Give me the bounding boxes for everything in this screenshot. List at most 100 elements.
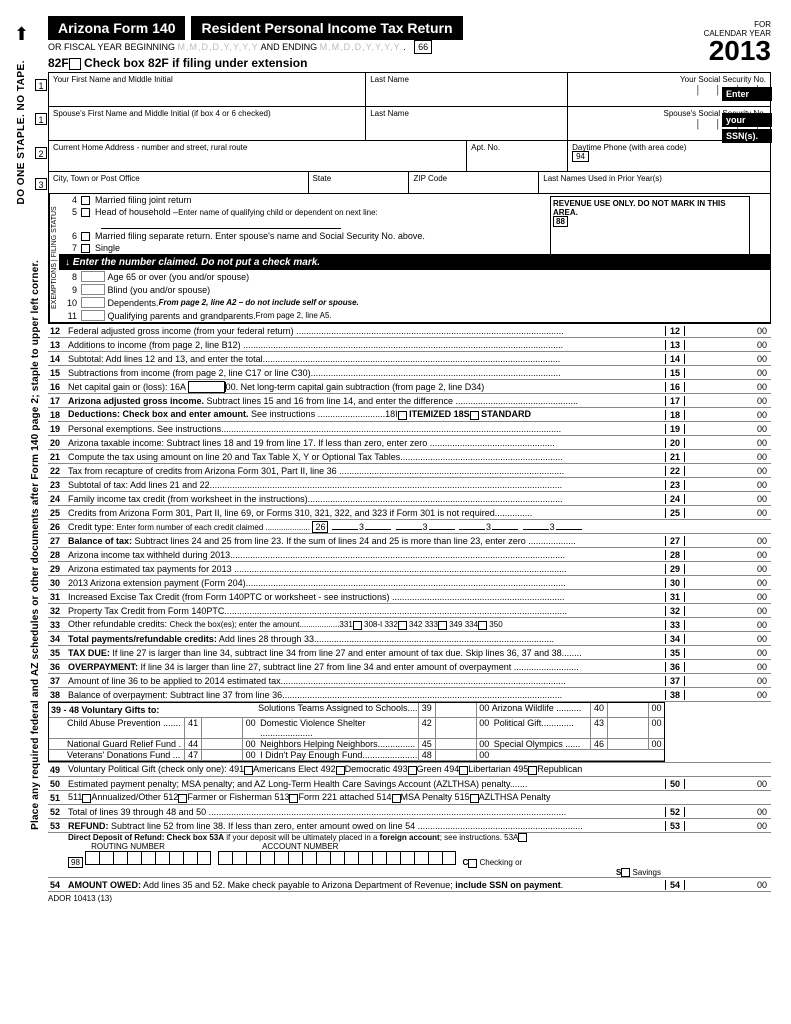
- line-num-25: 25: [48, 508, 68, 518]
- line-num-26: 26: [48, 522, 68, 532]
- line-num-29: 29: [48, 564, 68, 574]
- line-rnum-13: 13: [665, 340, 685, 350]
- line-num-28: 28: [48, 550, 68, 560]
- line-rnum-33: 33: [665, 620, 685, 630]
- line-text-53: REFUND: Subtract line 52 from line 38. I…: [68, 821, 665, 831]
- checkbox-82f[interactable]: [69, 58, 81, 70]
- form-footer: ADOR 10413 (13): [48, 894, 771, 903]
- line-text-23: Subtotal of tax: Add lines 21 and 22....…: [68, 480, 665, 490]
- line-num-15: 15: [48, 368, 68, 378]
- line-cents-53: 00: [753, 821, 771, 831]
- line-rnum-27: 27: [665, 536, 685, 546]
- line-cents-38: 00: [753, 690, 771, 700]
- line-num-50: 50: [48, 779, 68, 789]
- fiscal-date-2: M,M,D,D,Y,Y,Y,Y: [320, 42, 401, 52]
- line-rnum-35: 35: [665, 648, 685, 658]
- fs-5a: Head of household –: [95, 207, 178, 217]
- sp-fn-label: Spouse's First Name and Middle Initial (…: [53, 109, 271, 118]
- line-rnum-21: 21: [665, 452, 685, 462]
- checkbox-4[interactable]: [81, 196, 90, 205]
- line-text-31: Increased Excise Tax Credit (from Form 1…: [68, 592, 665, 602]
- line-num-17: 17: [48, 396, 68, 406]
- line-text-26: Credit type: Enter form number of each c…: [68, 522, 665, 532]
- line-cents-20: 00: [753, 438, 771, 448]
- sp-ln-label: Last Name: [370, 109, 409, 118]
- checkbox-7[interactable]: [81, 244, 90, 253]
- line-rnum-20: 20: [665, 438, 685, 448]
- vol-gifts-header: 39 - 48 Voluntary Gifts to:: [49, 703, 258, 717]
- line-num-37: 37: [48, 676, 68, 686]
- line-text-35: TAX DUE: If line 27 is larger than line …: [68, 648, 665, 658]
- line-rnum-19: 19: [665, 424, 685, 434]
- ln-label: Last Name: [370, 75, 409, 84]
- fiscal-date-1: M,M,D,D,Y,Y,Y,Y: [178, 42, 259, 52]
- line-cents-33: 00: [753, 620, 771, 630]
- line-num-35: 35: [48, 648, 68, 658]
- account-number-input[interactable]: [218, 851, 456, 865]
- line-text-49: Voluntary Political Gift (check only one…: [68, 764, 665, 774]
- line-cents-15: 00: [753, 368, 771, 378]
- line-rnum-22: 22: [665, 466, 685, 476]
- line-rnum-17: 17: [665, 396, 685, 406]
- enter-label: Enter: [722, 87, 772, 101]
- line-cents-32: 00: [753, 606, 771, 616]
- line-num-32: 32: [48, 606, 68, 616]
- line-rnum-36: 36: [665, 662, 685, 672]
- line-text-19: Personal exemptions. See instructions...…: [68, 424, 665, 434]
- rev-use-label: REVENUE USE ONLY. DO NOT MARK IN THIS AR…: [553, 199, 726, 217]
- line-rnum-38: 38: [665, 690, 685, 700]
- line-text-18: Deductions: Check box and enter amount. …: [68, 409, 665, 419]
- line-cents-28: 00: [753, 550, 771, 560]
- line-cents-24: 00: [753, 494, 771, 504]
- rcvd-label: RCVD: [639, 256, 662, 265]
- line-text-20: Arizona taxable income: Subtract lines 1…: [68, 438, 665, 448]
- line-num-22: 22: [48, 466, 68, 476]
- line-cents-14: 00: [753, 354, 771, 364]
- line-rnum-34: 34: [665, 634, 685, 644]
- for-label: FOR: [704, 20, 771, 29]
- phone-prefix: 94: [572, 151, 589, 162]
- fs-9: Blind (you and/or spouse): [108, 285, 211, 295]
- fs-8: Age 65 or over (you and/or spouse): [108, 272, 250, 282]
- line-rnum-50: 50: [665, 779, 685, 789]
- line-num-23: 23: [48, 480, 68, 490]
- line-cents-54: 00: [753, 880, 771, 890]
- exempt-8-input[interactable]: [81, 271, 105, 282]
- line-cents-50: 00: [753, 779, 771, 789]
- line-cents-12: 00: [753, 326, 771, 336]
- direct-deposit-block: Direct Deposit of Refund: Check box 53A …: [68, 833, 665, 877]
- line-num-34: 34: [48, 634, 68, 644]
- line-rnum-28: 28: [665, 550, 685, 560]
- routing-number-input[interactable]: [85, 851, 211, 865]
- line-num-52: 52: [48, 807, 68, 817]
- line-num-49: 49: [48, 765, 68, 775]
- line-cents-29: 00: [753, 564, 771, 574]
- line-text-27: Balance of tax: Subtract lines 24 and 25…: [68, 536, 665, 546]
- line-rnum-37: 37: [665, 676, 685, 686]
- line-text-36: OVERPAYMENT: If line 34 is larger than l…: [68, 662, 665, 672]
- line-cents-36: 00: [753, 662, 771, 672]
- hoh-line[interactable]: [101, 219, 341, 229]
- checkbox-6[interactable]: [81, 232, 90, 241]
- line-cents-30: 00: [753, 578, 771, 588]
- addr-label: Current Home Address - number and street…: [53, 143, 247, 152]
- voluntary-gifts-block: 39 - 48 Voluntary Gifts to: Solutions Te…: [48, 702, 665, 762]
- checkbox-5[interactable]: [81, 208, 90, 217]
- exempt-10-input[interactable]: [81, 297, 105, 308]
- apt-label: Apt. No.: [471, 143, 500, 152]
- line-cents-17: 00: [753, 396, 771, 406]
- line-text-25: Credits from Arizona Form 301, Part II, …: [68, 508, 665, 518]
- line-num-14: 14: [48, 354, 68, 364]
- left-margin-text-1: DO ONE STAPLE. NO TAPE.: [16, 60, 27, 204]
- line-text-54: AMOUNT OWED: Add lines 35 and 52. Make c…: [68, 880, 665, 890]
- line-num-31: 31: [48, 592, 68, 602]
- line-rnum-31: 31: [665, 592, 685, 602]
- your-label: your: [722, 113, 772, 127]
- line-cents-52: 00: [753, 807, 771, 817]
- exempt-9-input[interactable]: [81, 284, 105, 295]
- line-num-51: 51: [48, 793, 68, 803]
- line-rnum-24: 24: [665, 494, 685, 504]
- line-cents-16: 00: [753, 382, 771, 392]
- line-rnum-54: 54: [665, 880, 685, 890]
- exempt-11-input[interactable]: [81, 310, 105, 321]
